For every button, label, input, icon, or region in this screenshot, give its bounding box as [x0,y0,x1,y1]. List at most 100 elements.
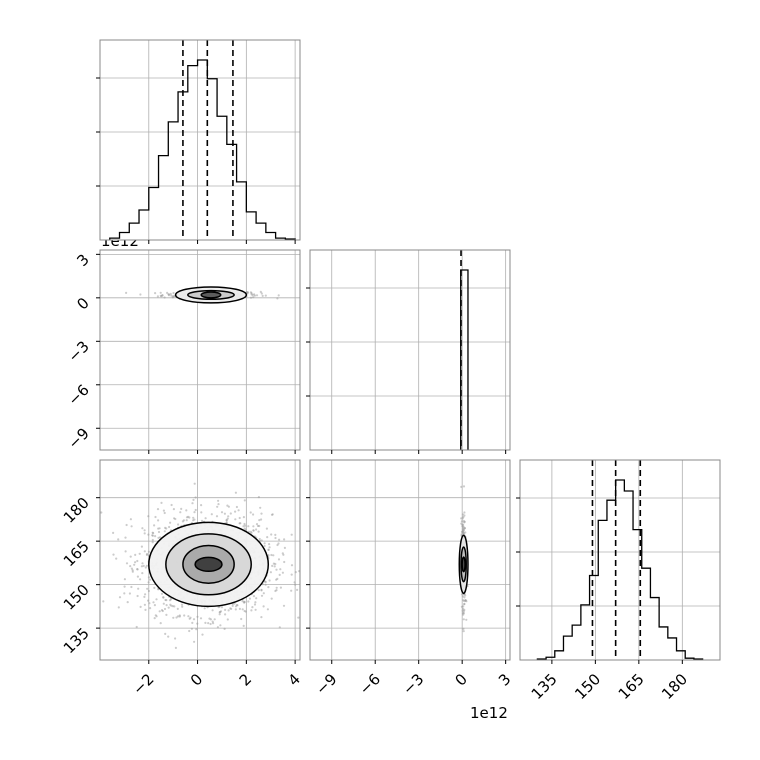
scatter-p0-p2-point [144,608,147,612]
hist-p1-frame [309,249,511,451]
scatter-p0-p2-point [117,538,120,541]
scatter-p0-p2-point [142,564,145,568]
scatter-p1-p2-point [463,602,466,606]
scatter-p0-p2-point [200,504,203,507]
scatter-p0-p2-point [219,610,223,613]
scatter-p0-p2-point [192,516,195,519]
scatter-p0-p2-point [296,588,299,592]
scatter-p0-p2-point [147,599,150,602]
scatter-p0-p2-point [167,606,170,609]
scatter-p0-p2-point [129,518,132,521]
scatter-p0-p2-point [188,629,191,633]
scatter-p0-p2-point [165,527,168,530]
scatter-p1-p2-point [462,630,465,633]
scatter-p0-p2-point [144,566,147,569]
scatter-p0-p2-frame [99,459,301,661]
scatter-p0-p2-point [200,511,203,514]
scatter-p0-p2-point [136,568,139,571]
scatter-p0-p2-point [159,622,162,625]
scatter-p0-p2-point [102,600,105,603]
scatter-p0-p2-point [172,508,175,511]
scatter-p0-p1-point [169,292,172,295]
scatter-p0-p2-point [260,518,263,521]
scatter-p0-p2-point [164,632,167,636]
scatter-p0-p2-point [278,626,281,629]
scatter-p0-p2-point [243,499,246,502]
scatter-p0-p2-point [260,589,263,592]
scatter-p0-p1-contour-1 [187,289,235,301]
scatter-p0-p2-point [226,618,229,621]
scatter-p0-p2-point [211,620,214,623]
scatter-p0-p2-point [143,595,146,599]
scatter-p0-p2-point [255,523,259,526]
scatter-p0-p1-point [259,290,262,293]
scatter-p0-p1-point [156,295,159,298]
scatter-p0-p2-point [145,564,148,567]
scatter-p0-p2-point [193,640,196,643]
scatter-p0-p2-point [243,609,246,613]
scatter-p0-p2-point [112,531,115,535]
scatter-p0-p2-point [260,539,263,542]
scatter-p0-p2-point [171,605,174,608]
scatter-p0-p2-point [175,616,178,619]
scatter-p0-p2-point [143,550,146,553]
scatter-p0-p2-point [256,524,260,528]
scatter-p0-p2-point [257,496,260,499]
scatter-p0-p2-point [135,625,138,629]
scatter-p0-p2-point [146,587,149,590]
scatter-p0-p2-point [170,503,173,507]
scatter-p0-p2-point [259,506,262,509]
scatter-p0-p2-point [258,537,261,541]
scatter-p0-p2-point [253,603,257,606]
scatter-p0-p2-point [290,564,294,567]
scatter-p0-p2-point [240,617,243,621]
scatter-p0-p2-point [225,521,228,524]
scatter-p0-p2-point [178,614,181,617]
scatter-p0-p2-point [141,562,144,565]
scatter-p0-p2-point [260,594,264,597]
scatter-p0-p2-point [258,519,261,522]
scatter-p0-p2-point [229,512,232,515]
scatter-p0-p2-point [252,513,255,516]
scatter-p0-p2-point [224,613,227,616]
scatter-p0-p2-point [283,560,286,564]
scatter-p0-p2-point [219,624,222,627]
scatter-p0-p2-point [268,579,271,582]
scatter-p0-p2-point [140,565,143,568]
scatter-p0-p2-point [242,525,245,528]
scatter-p0-p2-point [207,622,210,625]
scatter-p0-p1-point [261,294,264,297]
scatter-p0-p2-point [123,592,126,595]
scatter-p0-p2-point [155,598,158,601]
scatter-p0-p2-point [139,578,142,581]
scatter-p0-p1-point [166,291,169,294]
scatter-p0-p2-point [230,607,233,611]
scatter-p0-p2-point [283,538,286,541]
scatter-p0-p2-point [238,516,241,520]
scatter-p0-p2-point [274,562,277,566]
scatter-p0-p2-point [239,522,242,525]
scatter-p0-p2-point [147,533,150,536]
scatter-p0-p2-point [163,607,167,611]
scatter-p0-p2-point [266,536,269,539]
scatter-p0-p2-point [211,609,214,612]
scatter-p0-p2-point [209,622,212,626]
scatter-p0-p2-point [162,596,165,599]
scatter-p0-p2-point [168,525,171,529]
scatter-p0-p2-point [144,593,147,596]
scatter-p0-p2-point [294,583,297,586]
scatter-p0-p2-point [185,519,188,522]
scatter-p0-p2-point [163,511,166,515]
scatter-p0-p2-point [199,617,203,620]
scatter-p0-p2-point [140,545,143,548]
scatter-p0-p2-point [193,482,196,485]
scatter-p0-p2-point [227,609,230,612]
scatter-p0-p2-point [225,519,228,522]
scatter-p0-p2-point [216,505,219,508]
scatter-p0-p2-point [264,583,267,586]
scatter-p0-p2-point [193,518,196,521]
scatter-p0-p2-point [193,510,196,514]
scatter-p0-p2-point [274,589,277,593]
scatter-p0-p2-point [146,552,149,556]
scatter-p0-p1-frame [99,249,301,451]
